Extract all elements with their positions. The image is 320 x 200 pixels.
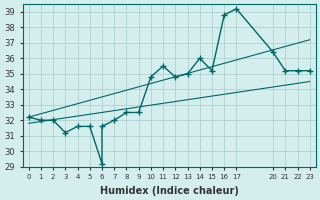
X-axis label: Humidex (Indice chaleur): Humidex (Indice chaleur) bbox=[100, 186, 239, 196]
